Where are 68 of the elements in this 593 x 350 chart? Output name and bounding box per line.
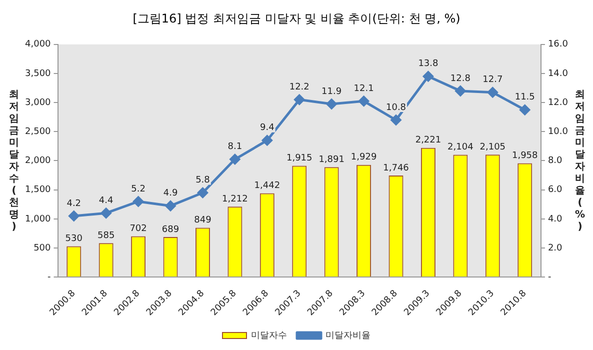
data-label: 2,105	[480, 142, 506, 152]
data-label: 9.4	[260, 123, 275, 134]
point	[294, 94, 305, 105]
data-label: 12.2	[289, 82, 310, 93]
point	[390, 114, 402, 126]
data-label: 11.9	[322, 86, 342, 97]
y2-tick-label: 4.0	[548, 214, 563, 224]
y-tick-label: -	[48, 272, 51, 282]
point	[455, 86, 466, 96]
y-tick-label: 3,500	[25, 68, 52, 79]
y2-tick-label: -	[548, 272, 552, 282]
point	[133, 196, 144, 207]
data-label: 5.8	[196, 176, 210, 186]
point	[358, 96, 370, 106]
point	[197, 187, 208, 198]
point	[100, 208, 112, 218]
data-label: 702	[130, 224, 147, 234]
y2-tick-label: 14.0	[548, 68, 568, 79]
data-label: 12.1	[354, 84, 374, 94]
text: 최저임금미달자비율(%)	[574, 89, 586, 232]
point	[487, 87, 498, 98]
data-label: 1,212	[222, 194, 248, 204]
data-label: 4.2	[66, 198, 82, 209]
data-label: 1,891	[318, 154, 344, 165]
data-label: 1,929	[350, 152, 377, 163]
data-label: 585	[97, 230, 115, 241]
data-label: 689	[162, 224, 180, 235]
y2-tick-label: 6.0	[548, 185, 563, 196]
point	[422, 71, 434, 82]
data-label: 530	[65, 234, 83, 244]
y-tick-label: 2,000	[25, 156, 52, 166]
data-label: 4.4	[98, 196, 114, 206]
y-tick-label: 1,000	[25, 214, 52, 224]
y2-tick-label: 12.0	[548, 98, 568, 108]
data-label: 849	[194, 216, 212, 226]
data-label: 12.8	[450, 74, 471, 84]
y2-tick-label: 8.0	[548, 156, 563, 166]
data-label: 12.7	[482, 75, 503, 86]
y2-tick-label: 10.0	[548, 127, 568, 138]
data-label: 1,746	[383, 163, 410, 174]
legend-label: 미달자수	[251, 330, 287, 341]
data-label: 8.1	[228, 142, 242, 152]
y-tick-label: 1,500	[25, 185, 52, 196]
point	[68, 210, 80, 222]
text: 최저임금미달자수(천명)	[9, 89, 19, 232]
chart-title: [그림16] 법정 최저임금 미달자 및 비율 추이(단위: 천 명, %)	[132, 11, 460, 26]
y2-tick-label: 2.0	[548, 243, 563, 254]
y-tick-label: 500	[34, 243, 52, 254]
data-label: 13.8	[418, 59, 439, 70]
legend-label: 미달자비율	[326, 330, 370, 341]
y-tick-label: 3,000	[25, 98, 52, 108]
data-label: 1,442	[254, 181, 280, 192]
y-tick-label: 4,000	[25, 40, 52, 50]
data-label: 11.5	[514, 92, 535, 103]
y-tick-label: 2,500	[25, 127, 52, 138]
point	[230, 154, 240, 165]
data-label: 1,915	[286, 154, 312, 164]
point	[262, 135, 272, 146]
point	[326, 98, 337, 110]
point	[520, 104, 530, 116]
data-label: 2,221	[415, 136, 442, 146]
data-label: 10.8	[386, 102, 406, 113]
data-label: 5.2	[131, 184, 146, 194]
data-label: 2,104	[448, 142, 474, 153]
y2-tick-label: 16.0	[548, 40, 568, 50]
point	[165, 200, 176, 212]
data-label: 4.9	[163, 188, 178, 199]
data-label: 1,958	[512, 151, 538, 162]
